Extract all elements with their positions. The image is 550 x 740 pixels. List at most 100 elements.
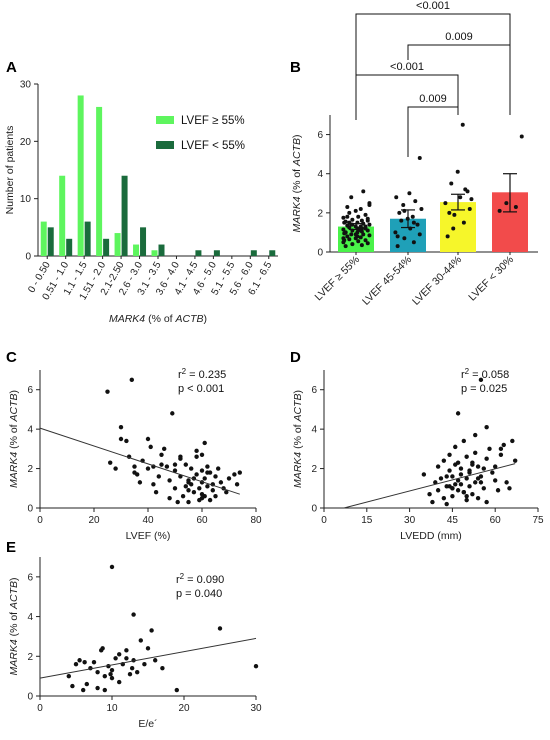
scatter-point	[237, 470, 242, 475]
scatter-point	[484, 424, 489, 430]
y-tick-label-d: 0	[311, 504, 317, 515]
y-tick-label-b: 4	[317, 169, 323, 180]
scatter-point	[467, 484, 472, 489]
p-value-label-d: p = 0.025	[461, 383, 507, 395]
y-tick-label-a: 0	[25, 252, 31, 263]
y-axis-title-b-mid: (% of	[291, 166, 303, 196]
data-point	[399, 218, 404, 223]
scatter-point	[194, 472, 199, 477]
scatter-point	[207, 497, 213, 503]
data-point	[353, 232, 358, 237]
data-point	[363, 224, 368, 229]
data-point	[455, 169, 460, 174]
x-tick-label-e: 10	[106, 703, 118, 714]
y-tick-label-b: 2	[317, 208, 323, 219]
scatter-point	[433, 480, 438, 485]
scatter-point	[438, 476, 444, 481]
data-point	[353, 224, 358, 229]
scatter-point	[202, 476, 207, 481]
scatter-point	[124, 656, 129, 661]
data-point	[350, 222, 355, 227]
scatter-point	[455, 478, 461, 483]
y-axis-title-d-end: )	[292, 390, 304, 394]
regression-line	[39, 427, 240, 495]
scatter-point	[124, 648, 129, 653]
r-squared-superscript: 2	[465, 367, 470, 376]
scatter-point	[186, 499, 191, 505]
panel-letter-c: C	[6, 349, 17, 366]
data-point	[402, 208, 407, 213]
r-squared-label-e: r2 = 0.090	[176, 572, 224, 587]
x-axis-title-a-end: )	[204, 313, 208, 325]
data-point	[361, 189, 366, 194]
scatter-point	[91, 660, 97, 665]
data-point	[417, 156, 422, 161]
scatter-point	[224, 490, 229, 495]
significance-label: 0.009	[419, 93, 447, 105]
scatter-point	[481, 466, 486, 471]
y-axis-title-e-ref: ACTB	[8, 581, 20, 610]
data-point	[367, 222, 372, 227]
data-point	[413, 199, 418, 204]
x-tick-label-b: LVEF 45-54%	[360, 254, 414, 308]
histogram-bar	[140, 227, 147, 256]
data-point	[341, 227, 346, 232]
y-tick-label-b: 6	[317, 130, 323, 141]
scatter-point	[113, 656, 118, 661]
scatter-point	[135, 669, 140, 675]
scatter-point	[470, 462, 475, 467]
scatter-point	[464, 454, 469, 459]
histogram-bar	[151, 250, 158, 256]
data-point	[350, 217, 355, 222]
scatter-point	[213, 474, 218, 479]
data-point	[359, 243, 364, 248]
y-axis-title-d-mid: (% of	[292, 421, 304, 451]
data-point	[365, 218, 370, 223]
scatter-point	[149, 628, 154, 633]
x-tick-label-c: 20	[88, 515, 100, 526]
scatter-point	[484, 456, 489, 461]
y-tick-label-c: 4	[27, 425, 33, 436]
x-tick-label-b: LVEF < 30%	[466, 254, 516, 304]
scatter-point	[199, 495, 205, 501]
y-axis-title-a-text: Number of patients	[4, 126, 16, 215]
r-squared-symbol: r	[176, 574, 180, 586]
scatter-point	[490, 470, 495, 475]
data-point	[449, 181, 454, 186]
scatter-point	[473, 480, 478, 485]
scatter-point	[129, 666, 135, 671]
data-point	[402, 236, 407, 241]
significance-bracket	[407, 106, 459, 157]
scatter-point	[131, 612, 136, 617]
scatter-point	[138, 638, 143, 643]
data-point	[341, 215, 346, 220]
data-point	[347, 220, 352, 225]
scatter-point	[145, 646, 151, 651]
scatter-point	[102, 673, 108, 679]
scatter-point	[450, 493, 455, 499]
histogram-bar	[269, 250, 276, 256]
x-tick-label-d: 30	[404, 515, 416, 526]
scatter-point	[478, 377, 484, 383]
r-squared-symbol: r	[461, 369, 465, 381]
scatter-point	[108, 671, 113, 677]
legend-swatch	[156, 141, 174, 149]
x-tick-label-c: 80	[250, 515, 262, 526]
r-squared-value: = 0.090	[184, 574, 224, 586]
scatter-point	[127, 671, 133, 677]
scatter-point	[213, 493, 218, 499]
scatter-point	[475, 464, 481, 469]
scatter-point	[113, 466, 118, 471]
r-squared-superscript: 2	[182, 367, 187, 376]
scatter-point	[498, 446, 504, 452]
significance-label: <0.001	[416, 0, 450, 12]
scatter-point	[117, 679, 122, 685]
scatter-point	[453, 444, 458, 450]
scatter-point	[475, 476, 481, 481]
histogram-bar	[66, 238, 73, 256]
y-axis-title-c-mid: (% of	[8, 421, 20, 451]
scatter-point	[70, 683, 75, 689]
scatter-point	[510, 438, 515, 444]
scatter-point	[159, 462, 164, 467]
